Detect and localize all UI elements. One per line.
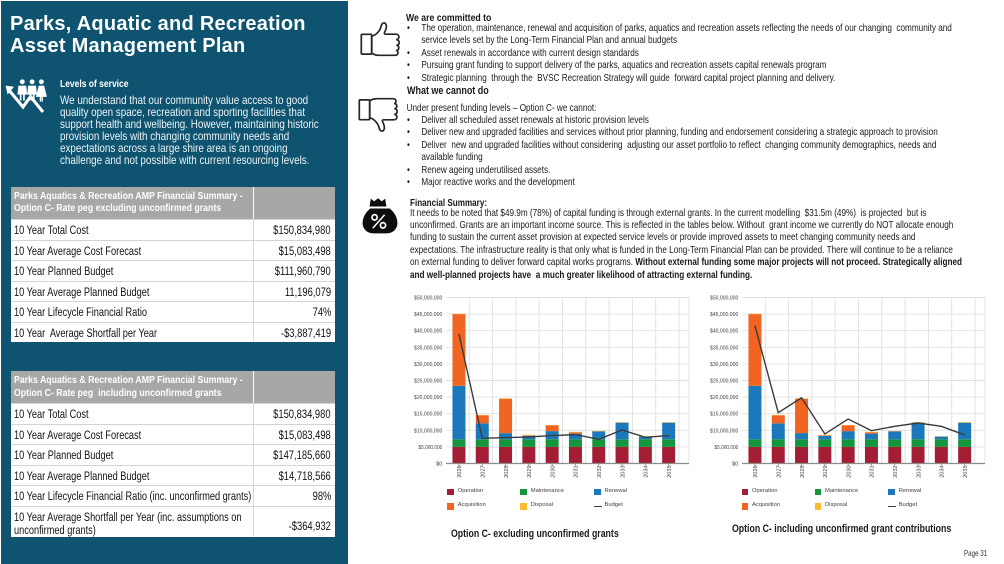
svg-text:2026: 2026 [753,465,759,477]
svg-text:2035: 2035 [963,465,969,477]
svg-text:2026: 2026 [457,465,463,477]
svg-text:$20,000,000: $20,000,000 [414,395,442,401]
svg-text:2031: 2031 [574,465,580,477]
svg-text:$45,000,000: $45,000,000 [414,312,442,318]
svg-text:$35,000,000: $35,000,000 [414,345,442,351]
svg-text:2033: 2033 [620,465,626,477]
svg-text:$10,000,000: $10,000,000 [710,428,738,434]
svg-text:$30,000,000: $30,000,000 [710,362,738,368]
svg-text:$30,000,000: $30,000,000 [414,362,442,368]
svg-text:$25,000,000: $25,000,000 [414,379,442,385]
svg-text:$35,000,000: $35,000,000 [710,345,738,351]
svg-text:2027: 2027 [481,465,487,477]
svg-text:2029: 2029 [823,465,829,477]
svg-text:2034: 2034 [644,465,650,477]
svg-text:$0: $0 [732,462,738,468]
svg-text:$5,000,000: $5,000,000 [715,445,739,451]
svg-text:2027: 2027 [777,465,783,477]
svg-text:$20,000,000: $20,000,000 [710,395,738,401]
svg-text:2031: 2031 [870,465,876,477]
svg-text:2032: 2032 [893,465,899,477]
svg-text:$15,000,000: $15,000,000 [710,412,738,418]
svg-text:$10,000,000: $10,000,000 [414,428,442,434]
svg-text:2035: 2035 [667,465,673,477]
svg-text:2034: 2034 [940,465,946,477]
svg-text:$0: $0 [436,462,442,468]
svg-text:$50,000,000: $50,000,000 [710,296,738,302]
svg-text:$5,000,000: $5,000,000 [419,445,443,451]
svg-text:2028: 2028 [800,465,806,477]
svg-text:$50,000,000: $50,000,000 [414,296,442,302]
svg-text:2032: 2032 [597,465,603,477]
svg-text:$45,000,000: $45,000,000 [710,312,738,318]
svg-text:2033: 2033 [916,465,922,477]
svg-text:2029: 2029 [527,465,533,477]
svg-text:2030: 2030 [846,465,852,477]
svg-text:2030: 2030 [550,465,556,477]
svg-text:2028: 2028 [504,465,510,477]
svg-text:$25,000,000: $25,000,000 [710,379,738,385]
svg-text:$40,000,000: $40,000,000 [710,329,738,335]
svg-text:$40,000,000: $40,000,000 [414,329,442,335]
svg-text:$15,000,000: $15,000,000 [414,412,442,418]
